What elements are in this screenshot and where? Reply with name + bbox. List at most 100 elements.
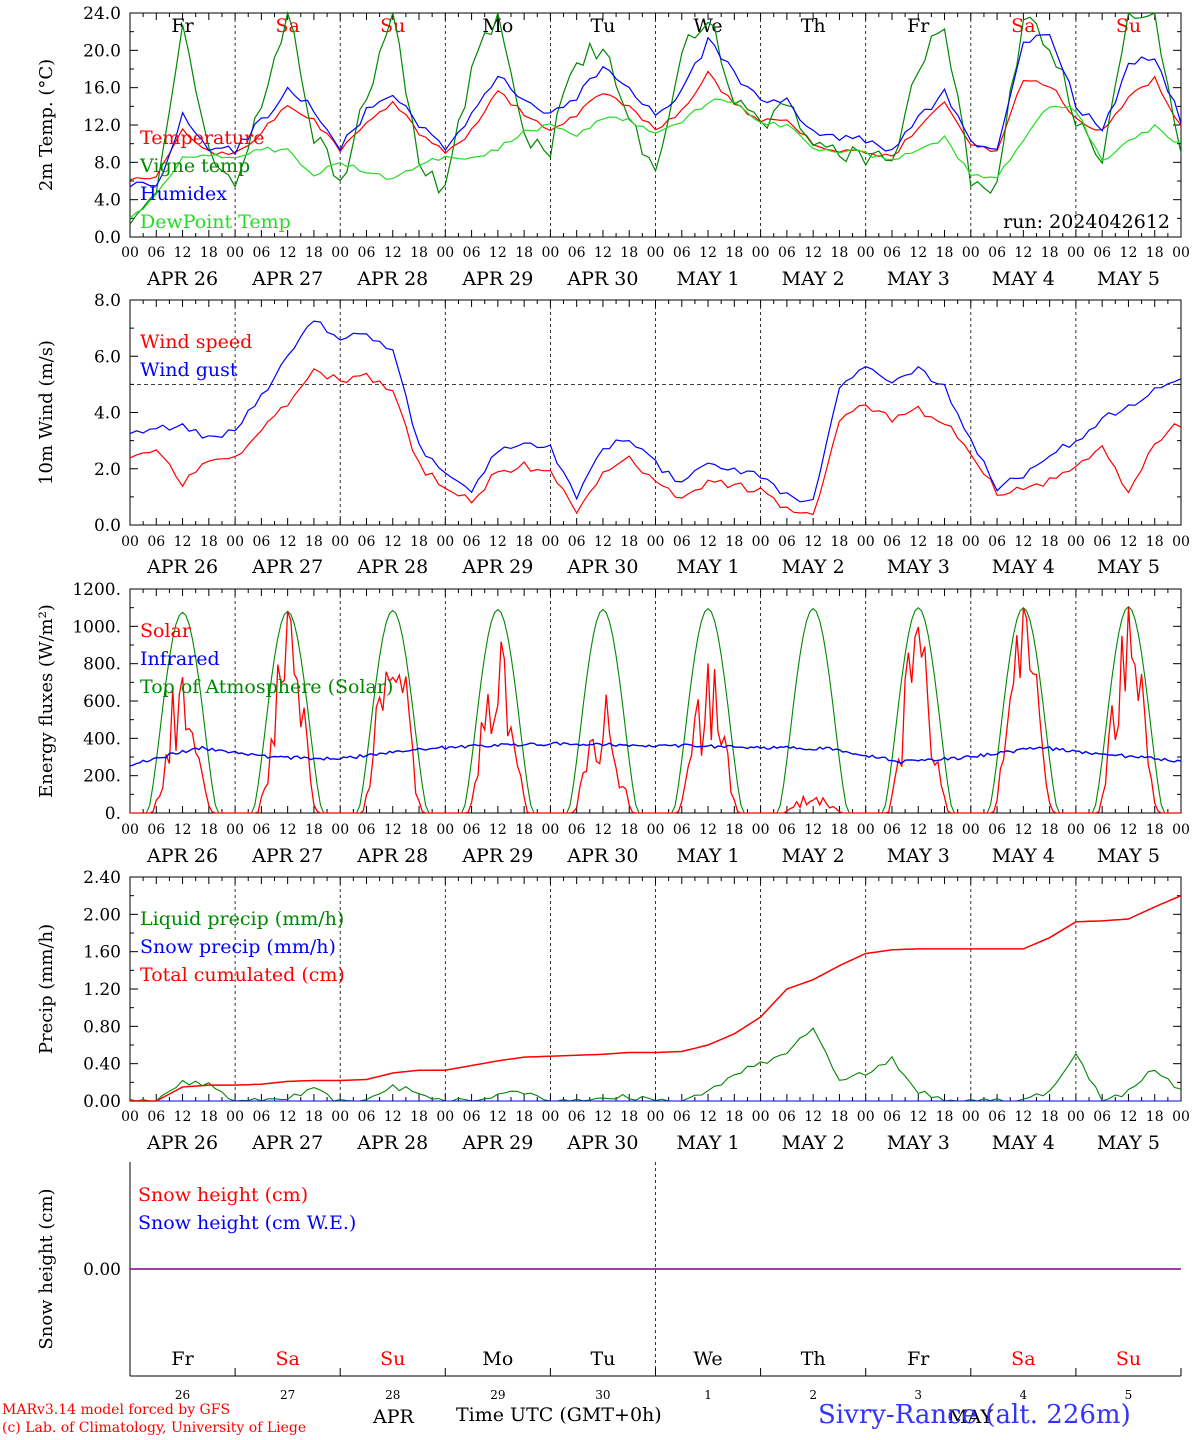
hour-tick-label: 18: [725, 1109, 743, 1125]
hour-tick-label: 06: [358, 822, 376, 838]
day-name-bottom: Fr: [907, 1348, 930, 1370]
hour-tick-label: 18: [410, 534, 428, 550]
hour-tick-label: 00: [857, 534, 875, 550]
hour-tick-label: 00: [226, 534, 244, 550]
hour-tick-label: 00: [331, 245, 349, 261]
y-tick-label: 0.: [105, 804, 121, 824]
y-tick-label: 4.0: [94, 404, 121, 424]
day-number: 27: [280, 1388, 295, 1402]
hour-tick-label: 00: [436, 1109, 454, 1125]
y-tick-label: 24.0: [83, 4, 121, 24]
hour-tick-label: 06: [673, 822, 691, 838]
y-tick-label: 16.0: [83, 79, 121, 99]
hour-tick-label: 18: [305, 534, 323, 550]
hour-tick-label: 12: [279, 245, 297, 261]
date-label: MAY 3: [887, 845, 950, 867]
y-tick-label: 8.0: [94, 291, 121, 311]
series-wind-speed: [129, 368, 1182, 516]
hour-tick-label: 12: [174, 822, 192, 838]
hour-tick-label: 12: [909, 822, 927, 838]
hour-tick-label: 18: [725, 822, 743, 838]
date-label: APR 26: [146, 268, 218, 290]
hour-tick-label: 12: [909, 1109, 927, 1125]
day-name-top: Sa: [1011, 15, 1035, 37]
hour-tick-label: 00: [1067, 1109, 1085, 1125]
hour-tick-label: 06: [358, 245, 376, 261]
hour-tick-label: 00: [121, 822, 139, 838]
legend-vigne-temp: Vigne temp: [139, 155, 250, 177]
date-label: APR 28: [356, 1132, 428, 1154]
hour-tick-label: 18: [200, 245, 218, 261]
day-name-top: Th: [801, 15, 826, 37]
month-label-apr: APR: [373, 1406, 414, 1428]
hour-tick-label: 06: [147, 822, 165, 838]
hour-tick-label: 06: [778, 534, 796, 550]
date-label: MAY 3: [887, 556, 950, 578]
date-label: MAY 2: [782, 268, 845, 290]
date-label: MAY 5: [1097, 556, 1160, 578]
hour-tick-label: 00: [331, 534, 349, 550]
day-number: 2: [809, 1388, 817, 1402]
hour-tick-label: 06: [252, 822, 270, 838]
hour-tick-label: 06: [1093, 1109, 1111, 1125]
run-label: run: 2024042612: [1003, 211, 1170, 233]
hour-tick-label: 06: [252, 1109, 270, 1125]
hour-tick-label: 18: [515, 534, 533, 550]
hour-tick-label: 06: [463, 1109, 481, 1125]
hour-tick-label: 06: [358, 1109, 376, 1125]
hour-tick-label: 18: [200, 534, 218, 550]
date-label: APR 29: [461, 845, 533, 867]
day-name-top: Mo: [482, 15, 513, 37]
hour-tick-label: 12: [384, 534, 402, 550]
y-axis-label: Energy fluxes (W/m²): [36, 604, 57, 798]
hour-tick-label: 06: [147, 245, 165, 261]
plot-frame-wind: [129, 299, 1182, 526]
date-label: APR 30: [566, 268, 638, 290]
hour-tick-label: 00: [752, 245, 770, 261]
day-name-top: Fr: [907, 15, 930, 37]
plot-frame-temp: [129, 12, 1182, 238]
hour-tick-label: 18: [1041, 245, 1059, 261]
hour-tick-label: 18: [936, 245, 954, 261]
hour-tick-label: 12: [1014, 534, 1032, 550]
hour-tick-label: 06: [778, 1109, 796, 1125]
legend-total-cumulated-cm-: Total cumulated (cm): [140, 964, 345, 986]
y-tick-label: 800.: [83, 655, 121, 675]
date-label: MAY 2: [782, 556, 845, 578]
hour-tick-label: 18: [1041, 1109, 1059, 1125]
legend-liquid-precip-mm-h-: Liquid precip (mm/h): [140, 908, 344, 930]
hour-tick-label: 06: [358, 534, 376, 550]
hour-tick-label: 12: [909, 534, 927, 550]
legend-top-of-atmosphere-solar-: Top of Atmosphere (Solar): [140, 676, 393, 698]
hour-tick-label: 06: [147, 1109, 165, 1125]
hour-tick-label: 06: [147, 534, 165, 550]
hour-tick-label: 18: [200, 1109, 218, 1125]
hour-tick-label: 12: [804, 1109, 822, 1125]
hour-tick-label: 00: [1067, 822, 1085, 838]
legend-snow-height-cm-: Snow height (cm): [138, 1184, 308, 1206]
hour-tick-label: 00: [541, 822, 559, 838]
date-label: APR 28: [356, 556, 428, 578]
day-number: 26: [175, 1388, 190, 1402]
legend-humidex: Humidex: [140, 183, 227, 205]
hour-tick-label: 12: [804, 245, 822, 261]
hour-tick-label: 18: [831, 822, 849, 838]
hour-tick-label: 12: [1014, 822, 1032, 838]
day-number: 4: [1020, 1388, 1028, 1402]
series-wind-gust: [129, 320, 1182, 503]
hour-tick-label: 00: [962, 245, 980, 261]
day-name-top: We: [693, 15, 722, 37]
y-tick-label: 200.: [83, 767, 121, 787]
hour-tick-label: 06: [1093, 822, 1111, 838]
hour-tick-label: 12: [1120, 245, 1138, 261]
date-label: MAY 1: [677, 845, 740, 867]
date-label: MAY 5: [1097, 268, 1160, 290]
date-label: APR 29: [461, 1132, 533, 1154]
y-tick-label: 0.0: [94, 228, 121, 248]
hour-tick-label: 00: [331, 822, 349, 838]
y-axis-label: 10m Wind (m/s): [36, 340, 57, 485]
y-tick-label: 8.0: [94, 153, 121, 173]
hour-tick-label: 12: [594, 534, 612, 550]
hour-tick-label: 12: [489, 1109, 507, 1125]
